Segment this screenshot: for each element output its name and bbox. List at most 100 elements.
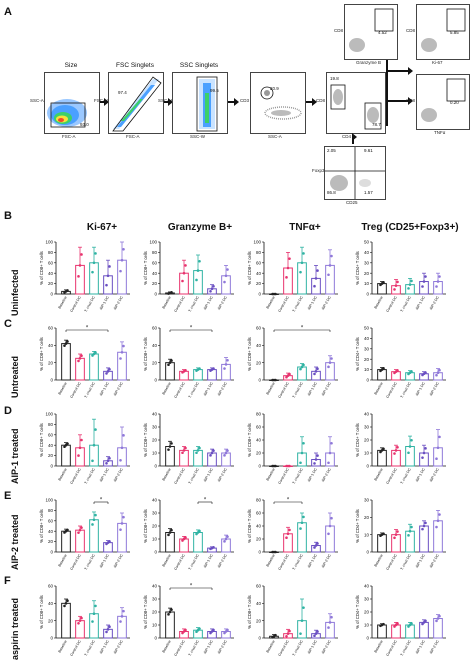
data-point xyxy=(119,269,122,273)
axis-y-foxp3: Foxp3 xyxy=(312,168,325,173)
data-point xyxy=(424,275,427,278)
data-point xyxy=(195,278,198,282)
bar xyxy=(221,363,231,381)
x-tick-label: Control DC xyxy=(278,639,291,657)
x-tick-label: AIP-1 DC xyxy=(99,639,110,654)
axis-y-cd3: CD3 xyxy=(240,98,250,103)
data-point xyxy=(184,446,187,450)
data-point xyxy=(80,616,83,620)
gate-label-ssc-singlets: SSC Singlets xyxy=(179,62,219,69)
y-tick-label: 60 xyxy=(48,326,54,331)
x-tick-label: AIP-2 DC xyxy=(217,639,228,654)
data-point xyxy=(120,350,124,354)
bar xyxy=(117,259,127,295)
flow-arrow xyxy=(388,97,413,105)
dot-plot-granzyme xyxy=(349,8,394,52)
data-point xyxy=(438,513,441,516)
bar xyxy=(433,618,443,639)
y-tick-label: 20 xyxy=(152,360,158,365)
x-tick-label: T. cruzi DC xyxy=(292,295,304,313)
x-tick-label: T. cruzi DC xyxy=(84,553,96,571)
data-point xyxy=(226,535,229,538)
x-tick-label: AIP-2 DC xyxy=(321,381,332,396)
data-point xyxy=(184,264,187,267)
data-point xyxy=(78,446,82,450)
x-tick-label: T. cruzi DC xyxy=(400,467,412,485)
x-tick-label: Baseline xyxy=(266,296,276,310)
y-tick-label: 30 xyxy=(152,597,158,602)
data-point xyxy=(92,443,96,447)
y-tick-label: 20 xyxy=(364,357,370,362)
data-point xyxy=(422,280,426,283)
data-point xyxy=(77,621,80,625)
column-title-ki67: Ki-67+ xyxy=(86,222,118,233)
data-point xyxy=(438,435,441,439)
significance-star: * xyxy=(86,326,89,332)
bar xyxy=(117,615,127,639)
data-point xyxy=(78,264,82,267)
x-tick-label: AIP-2 DC xyxy=(321,467,332,482)
data-point xyxy=(435,373,438,377)
y-tick-label: 40 xyxy=(48,343,54,348)
data-point xyxy=(122,434,125,437)
y-tick-label: 0 xyxy=(258,550,261,555)
y-tick-label: 60 xyxy=(48,260,54,265)
y-tick-label: 40 xyxy=(256,438,262,443)
data-point xyxy=(223,540,226,543)
data-point xyxy=(80,253,83,256)
axis-x-cd3: SSC-A xyxy=(268,134,282,139)
bar xyxy=(193,270,203,295)
data-point xyxy=(327,365,330,369)
bar xyxy=(377,534,387,553)
data-point xyxy=(393,452,396,455)
data-point xyxy=(212,628,215,632)
gate-value-cd8: 78.7 xyxy=(372,122,381,127)
y-tick-label: 0 xyxy=(50,550,53,555)
bar xyxy=(419,281,429,295)
bar xyxy=(221,538,231,553)
bar xyxy=(61,343,71,381)
x-tick-label: T. cruzi DC xyxy=(292,381,304,399)
gate-value-q1: 2.05 xyxy=(327,148,336,153)
x-tick-label: AIP-1 DC xyxy=(307,381,318,396)
data-point xyxy=(302,441,305,445)
bar xyxy=(89,519,99,553)
bar xyxy=(61,530,71,553)
data-point xyxy=(122,247,125,251)
y-tick-label: 0 xyxy=(258,292,261,297)
data-point xyxy=(382,622,385,626)
data-point xyxy=(288,257,291,260)
x-tick-label: Control DC xyxy=(386,295,399,313)
y-tick-label: 100 xyxy=(45,240,53,245)
bar xyxy=(391,449,401,467)
data-point xyxy=(77,359,80,363)
axis-x-ssc: SSC-W xyxy=(190,134,205,139)
y-tick-label: 0 xyxy=(50,636,53,641)
data-point xyxy=(212,449,215,452)
axis-y-ki67: CD8 xyxy=(406,28,416,33)
data-point xyxy=(184,536,187,539)
flow-plot-granzyme xyxy=(344,4,398,60)
bar xyxy=(325,362,335,381)
y-tick-label: 0 xyxy=(50,292,53,297)
bar xyxy=(297,452,307,467)
data-point xyxy=(91,523,94,526)
panel-letter-a: A xyxy=(4,6,12,18)
x-tick-label: Baseline xyxy=(162,640,172,654)
y-tick-label: 100 xyxy=(45,498,53,503)
data-point xyxy=(106,274,110,278)
bar xyxy=(165,362,175,381)
x-tick-label: Baseline xyxy=(58,554,68,568)
data-point xyxy=(122,515,125,519)
data-point xyxy=(436,371,440,375)
bar xyxy=(433,520,443,553)
data-point xyxy=(314,458,318,461)
y-tick-label: 40 xyxy=(256,271,262,276)
y-tick-label: 60 xyxy=(48,518,54,523)
data-point xyxy=(274,292,277,296)
bar xyxy=(165,532,175,553)
axis-y-granzyme: CD8 xyxy=(334,28,344,33)
data-point xyxy=(224,274,228,278)
data-point xyxy=(302,515,305,519)
bar xyxy=(221,452,231,467)
